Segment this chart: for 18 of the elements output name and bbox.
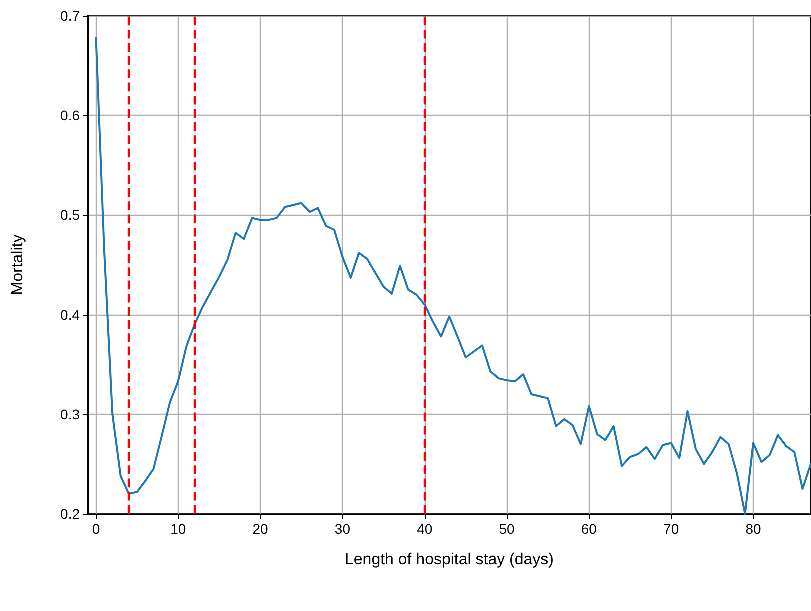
x-tick-label: 20 xyxy=(252,521,269,537)
y-tick-label: 0.4 xyxy=(60,306,80,323)
x-tick-label: 50 xyxy=(499,521,516,537)
x-tick-label: 30 xyxy=(334,521,351,537)
x-tick-label: 60 xyxy=(581,521,598,537)
x-tick-label: 0 xyxy=(92,521,100,537)
x-tick-label: 10 xyxy=(170,521,186,537)
y-tick-label: 0.5 xyxy=(60,207,80,224)
line-series xyxy=(95,36,811,515)
x-axis-title: Length of hospital stay (days) xyxy=(344,552,554,568)
y-axis-title: Mortality xyxy=(10,234,26,296)
y-tick-label: 0.2 xyxy=(60,506,80,522)
x-tick-label: 70 xyxy=(664,521,680,537)
x-tick-label: 40 xyxy=(417,521,433,537)
y-tick-label: 0.7 xyxy=(60,8,80,24)
y-tick-label: 0.6 xyxy=(60,108,80,124)
x-tick-label: 80 xyxy=(746,521,762,537)
y-tick-label: 0.3 xyxy=(60,406,80,422)
